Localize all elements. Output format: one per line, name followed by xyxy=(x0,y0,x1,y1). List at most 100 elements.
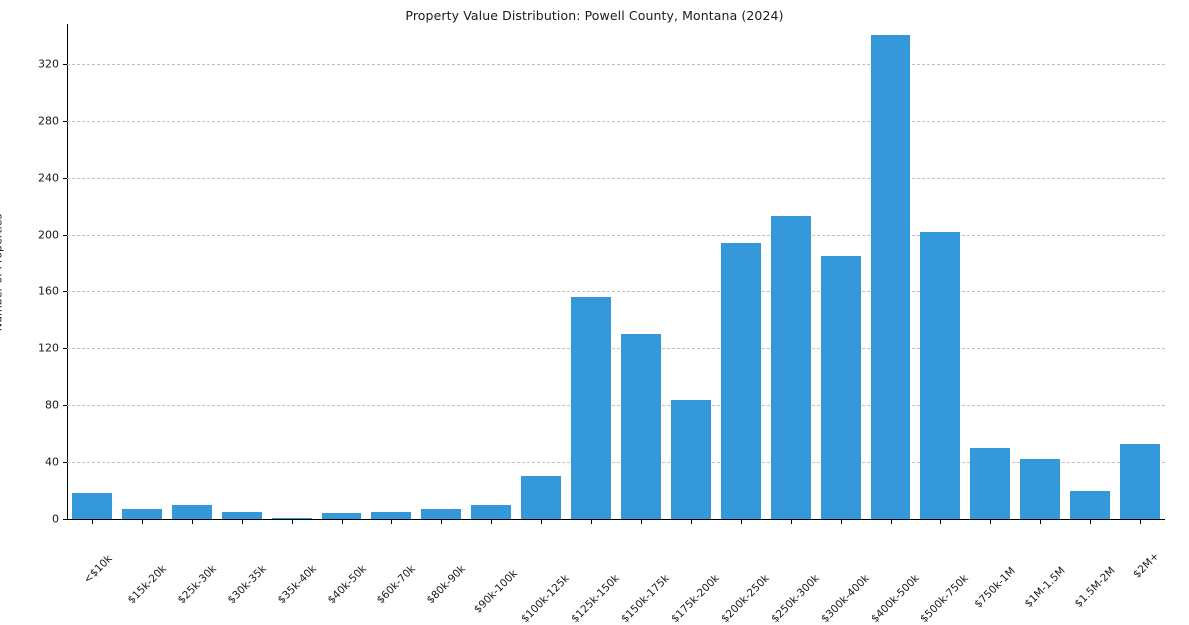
x-tick-mark xyxy=(91,519,93,524)
x-tick-label-text: $400k-500k xyxy=(868,572,922,625)
x-tick-label: $40k-50k xyxy=(325,528,403,606)
bar[interactable] xyxy=(670,399,711,519)
bar[interactable] xyxy=(620,334,661,519)
x-tick-label-text: $150k-175k xyxy=(618,572,672,625)
y-tick-label: 200 xyxy=(38,228,59,242)
y-tick-mark xyxy=(63,177,67,179)
y-tick-mark xyxy=(63,234,67,236)
x-tick-label: $750k-1M xyxy=(973,528,1055,610)
x-tick-label-text: <$10k xyxy=(81,552,115,586)
y-tick-label: 40 xyxy=(45,455,59,469)
x-tick-label-text: $200k-250k xyxy=(718,572,772,625)
x-tick-mark xyxy=(141,519,143,524)
x-tick-label: $125k-150k xyxy=(569,528,666,625)
bar[interactable] xyxy=(71,493,112,519)
chart-figure: Property Value Distribution: Powell Coun… xyxy=(0,8,1184,625)
bar[interactable] xyxy=(521,476,562,519)
x-tick-label-text: $100k-125k xyxy=(519,572,572,625)
bar[interactable] xyxy=(171,504,212,519)
bar[interactable] xyxy=(121,509,162,519)
y-tick-label: 120 xyxy=(38,341,59,355)
x-tick-label-text: $1M-1.5M xyxy=(1022,564,1068,610)
x-tick-mark xyxy=(441,519,443,524)
x-tick-mark xyxy=(341,519,343,524)
y-tick-mark xyxy=(63,462,67,464)
x-tick-mark xyxy=(690,519,692,524)
bar[interactable] xyxy=(1120,443,1160,519)
x-tick-label-text: $30k-35k xyxy=(225,562,269,607)
x-tick-label: $300k-400k xyxy=(819,528,916,625)
y-tick-mark xyxy=(63,120,67,122)
bar[interactable] xyxy=(1020,459,1061,519)
bar[interactable] xyxy=(371,511,412,519)
x-axis-line xyxy=(67,519,1165,520)
x-tick-label-text: $250k-300k xyxy=(768,572,822,625)
x-tick-mark xyxy=(241,519,243,524)
x-tick-mark xyxy=(890,519,892,524)
x-tick-label-text: $125k-150k xyxy=(569,572,622,625)
x-tick-label-text: $15k-20k xyxy=(125,562,169,607)
x-tick-label: $25k-30k xyxy=(175,528,253,606)
x-tick-mark xyxy=(990,519,992,524)
x-tick-mark xyxy=(191,519,193,524)
x-tick-label: $2M+ xyxy=(1131,528,1184,581)
x-tick-label: <$10k xyxy=(81,528,139,586)
x-tick-mark xyxy=(940,519,942,524)
bar[interactable] xyxy=(920,231,961,519)
y-tick-mark xyxy=(63,405,67,407)
x-tick-mark xyxy=(840,519,842,524)
x-tick-label: $100k-125k xyxy=(519,528,616,625)
y-tick-label: 240 xyxy=(38,171,59,185)
bar[interactable] xyxy=(720,243,761,519)
x-tick-label-text: $300k-400k xyxy=(818,572,872,625)
x-tick-label-text: $35k-40k xyxy=(275,562,319,607)
x-tick-label: $400k-500k xyxy=(869,528,966,625)
bar-series xyxy=(67,24,1165,519)
y-tick-mark xyxy=(63,348,67,350)
y-tick-mark xyxy=(63,63,67,65)
x-tick-mark xyxy=(1040,519,1042,524)
bar[interactable] xyxy=(571,297,611,519)
y-tick-mark xyxy=(63,519,67,520)
bar[interactable] xyxy=(870,35,911,519)
bar[interactable] xyxy=(271,517,312,519)
bar[interactable] xyxy=(471,504,512,519)
y-tick-label: 80 xyxy=(45,398,59,412)
x-tick-label: $250k-300k xyxy=(769,528,866,625)
x-tick-label: $15k-20k xyxy=(125,528,203,606)
x-tick-mark xyxy=(790,519,792,524)
bar[interactable] xyxy=(970,447,1011,519)
x-tick-mark xyxy=(640,519,642,524)
x-tick-label: $90k-100k xyxy=(472,528,560,616)
x-tick-label-text: $90k-100k xyxy=(472,567,521,616)
x-tick-mark xyxy=(391,519,393,524)
chart-title: Property Value Distribution: Powell Coun… xyxy=(405,8,784,23)
x-tick-mark xyxy=(1140,519,1142,524)
x-tick-label-text: $40k-50k xyxy=(325,562,369,607)
x-tick-label: $1M-1.5M xyxy=(1023,528,1104,610)
plot-area xyxy=(67,24,1165,519)
x-tick-label-text: $60k-70k xyxy=(374,562,419,607)
y-axis-line xyxy=(67,24,68,519)
x-tick-label: $60k-70k xyxy=(375,528,453,606)
y-tick-label: 0 xyxy=(52,512,59,526)
x-tick-label-text: $80k-90k xyxy=(424,562,469,607)
bar[interactable] xyxy=(421,509,462,519)
y-tick-label: 280 xyxy=(38,114,59,128)
bar[interactable] xyxy=(770,216,811,519)
bar[interactable] xyxy=(820,255,861,519)
x-tick-label: $175k-200k xyxy=(669,528,766,625)
x-tick-label: $30k-35k xyxy=(225,528,303,606)
x-tick-label-text: $175k-200k xyxy=(668,572,722,625)
x-tick-label-text: $1.5M-2M xyxy=(1072,564,1118,610)
bar[interactable] xyxy=(1070,490,1111,519)
x-tick-label-text: $500k-750k xyxy=(918,572,972,625)
bar[interactable] xyxy=(221,511,262,519)
y-tick-label: 320 xyxy=(38,57,59,71)
x-tick-mark xyxy=(1090,519,1092,524)
x-tick-mark xyxy=(740,519,742,524)
y-axis-label: Number of Properties xyxy=(0,213,5,332)
x-tick-label: $35k-40k xyxy=(275,528,353,606)
x-tick-label: $200k-250k xyxy=(719,528,816,625)
bar[interactable] xyxy=(321,513,362,519)
